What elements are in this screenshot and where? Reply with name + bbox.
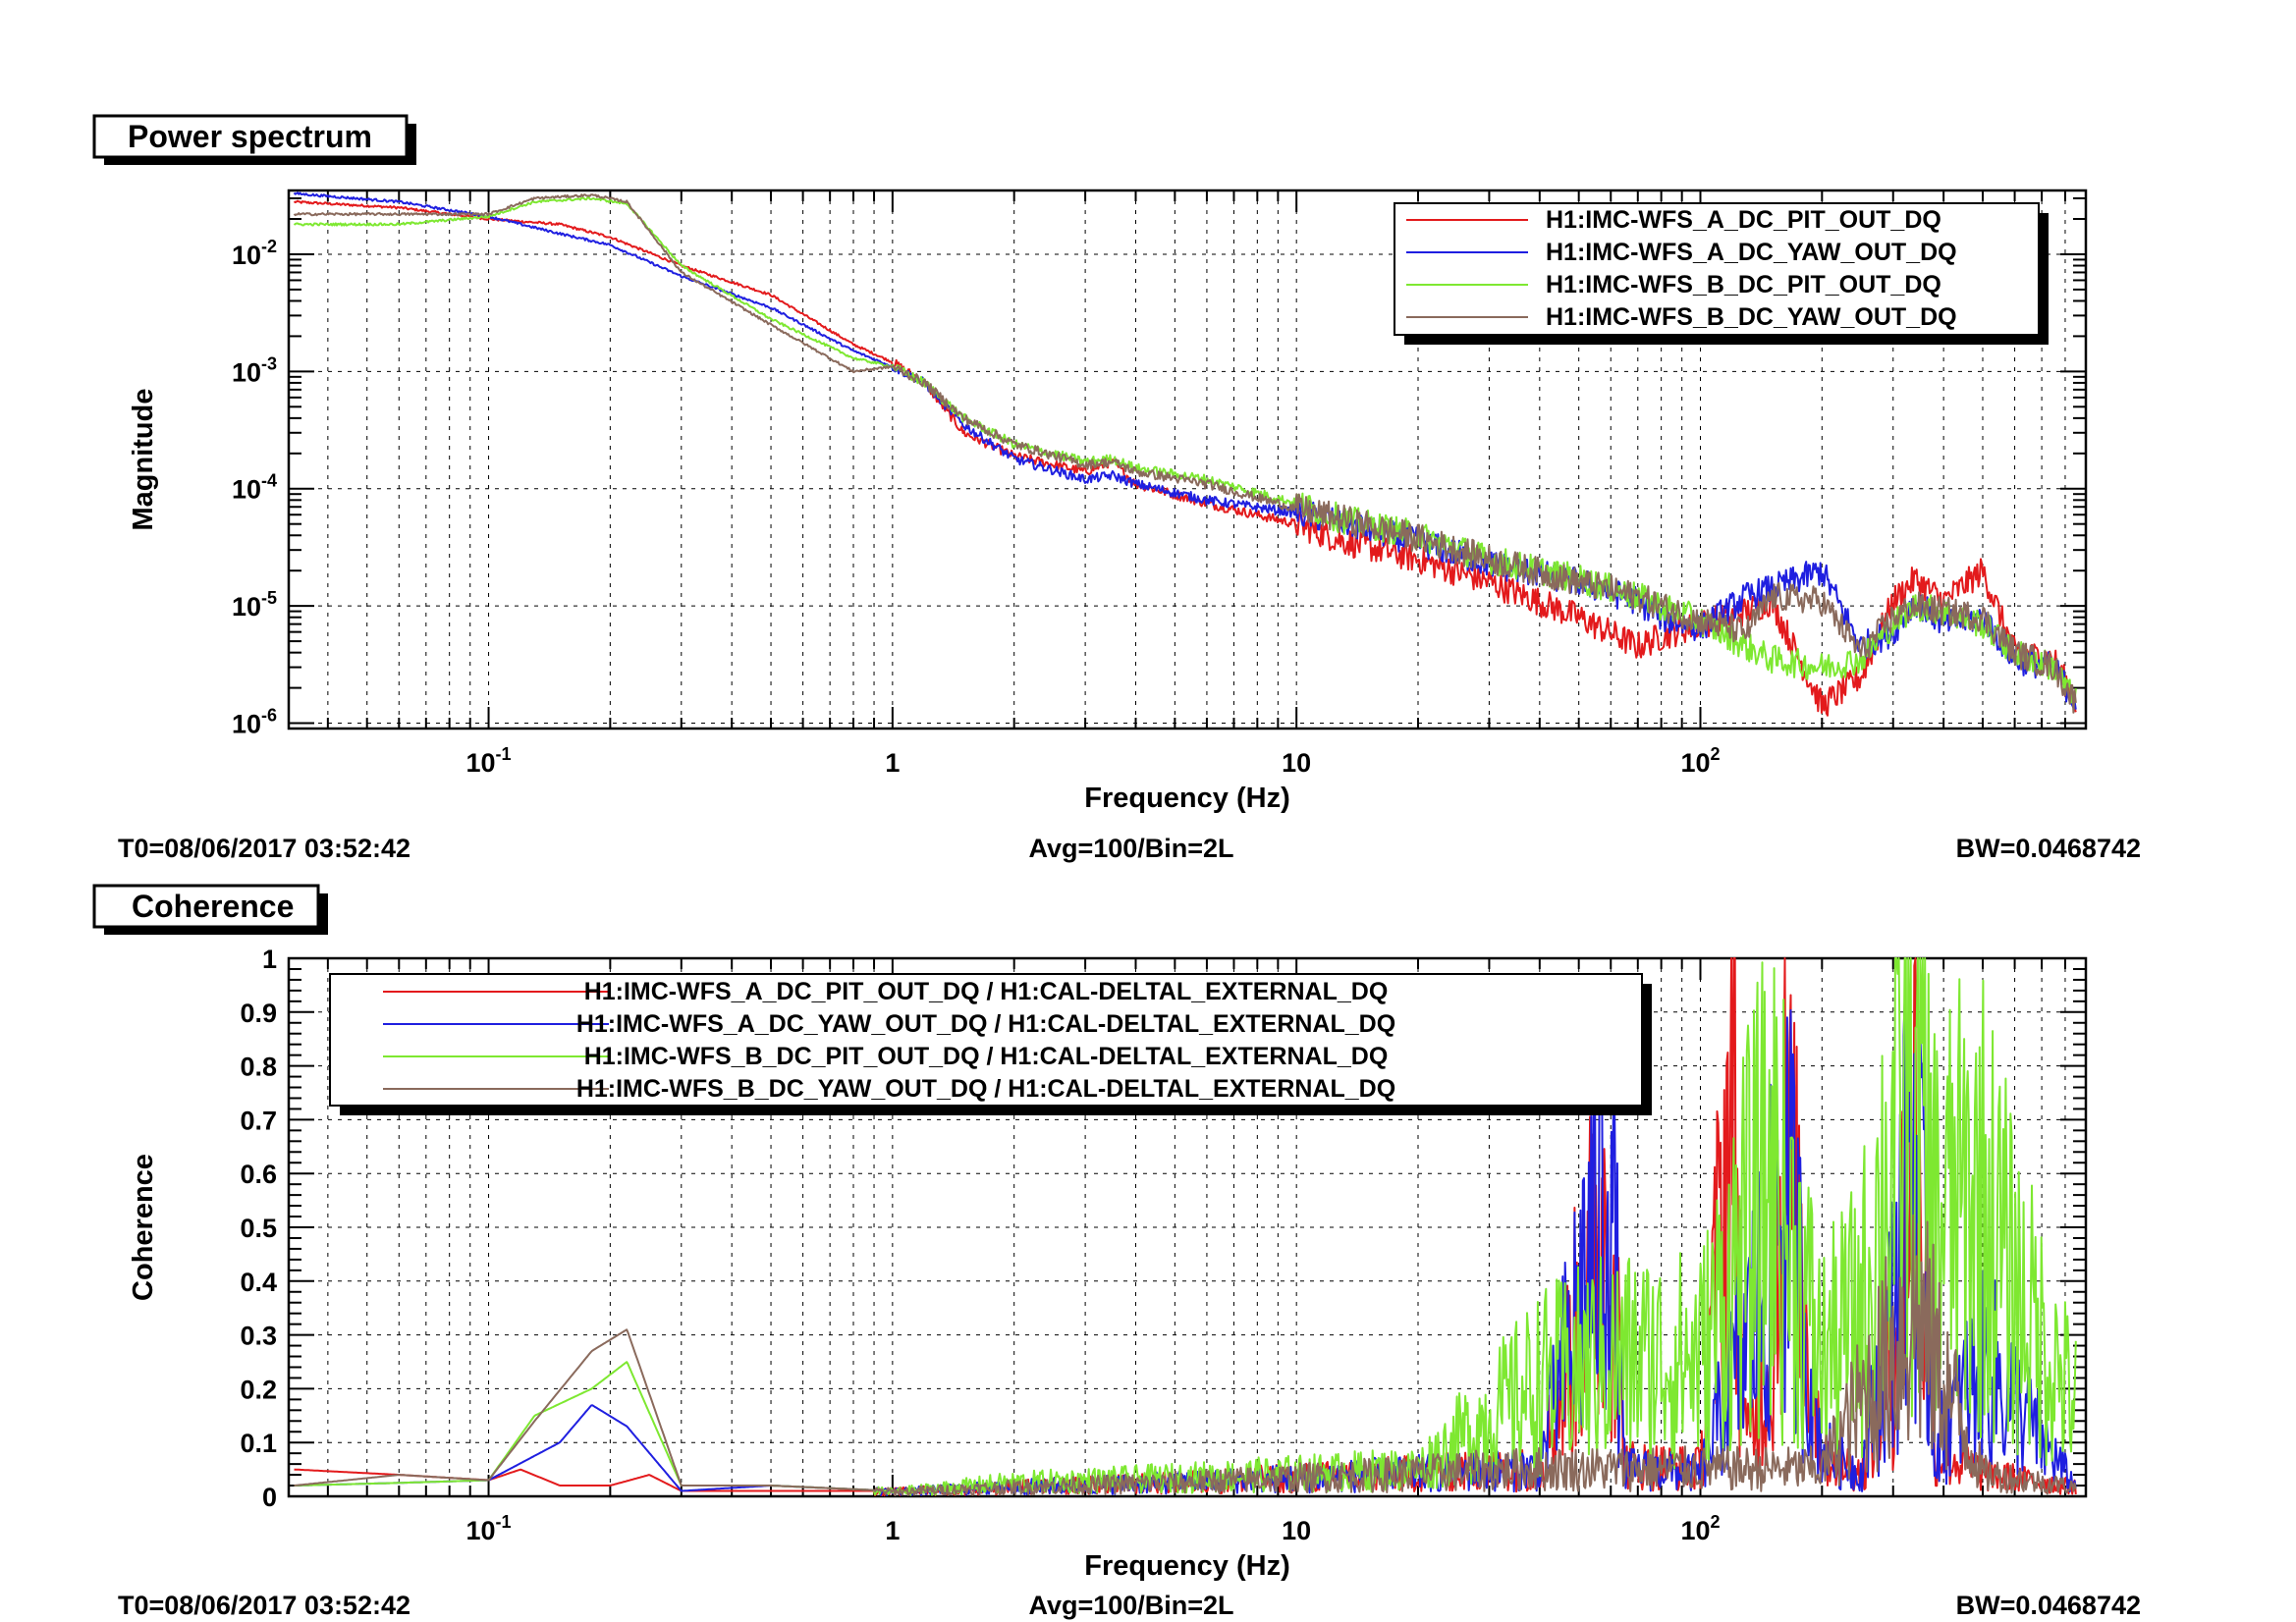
y-tick-label: 0.1 (240, 1429, 277, 1458)
y-tick-label: 0.2 (240, 1375, 277, 1404)
title-box: Coherence (94, 886, 328, 935)
y-tick-label: 0.7 (240, 1106, 277, 1135)
x-tick-label: 1 (885, 1516, 900, 1545)
title-box: Power spectrum (94, 116, 416, 165)
x-tick-label: 10 (1282, 748, 1311, 778)
y-tick-label: 0.8 (240, 1053, 277, 1082)
legend-label: H1:IMC-WFS_B_DC_YAW_OUT_DQ / H1:CAL-DELT… (576, 1075, 1395, 1103)
legend-label: H1:IMC-WFS_A_DC_PIT_OUT_DQ (1546, 206, 1941, 234)
tick-base: 10 (466, 1516, 496, 1545)
y-axis-label: Magnitude (128, 389, 159, 531)
legend-label: H1:IMC-WFS_B_DC_PIT_OUT_DQ / H1:CAL-DELT… (584, 1043, 1389, 1070)
footer-bw: BW=0.0468742 (1956, 1591, 2141, 1620)
x-tick-label: 10 (1282, 1516, 1311, 1545)
x-axis-label: Frequency (Hz) (1084, 783, 1289, 814)
tick-base: 10 (232, 357, 261, 387)
footer-bw: BW=0.0468742 (1956, 834, 2141, 863)
y-tick-label: 0.4 (240, 1268, 277, 1297)
panel-title: Coherence (132, 889, 294, 924)
tick-base: 10 (232, 475, 261, 505)
footer-avg: Avg=100/Bin=2L (1028, 1591, 1233, 1620)
y-tick-label: 0 (262, 1483, 277, 1512)
footer-t0: T0=08/06/2017 03:52:42 (118, 1591, 410, 1620)
figure: Power spectrum 10-1 1 10 102 10-210-310-410… (0, 0, 2296, 1622)
tick-exponent: -6 (261, 706, 277, 726)
tick-base: 10 (232, 241, 261, 270)
footer-avg: Avg=100/Bin=2L (1028, 834, 1233, 863)
legend: H1:IMC-WFS_A_DC_PIT_OUT_DQ H1:IMC-WFS_A_D… (1394, 203, 2049, 345)
tick-base: 10 (466, 748, 496, 778)
tick-exponent: -1 (496, 744, 512, 764)
tick-base: 10 (1282, 1516, 1311, 1545)
tick-exponent: -4 (261, 471, 277, 491)
tick-exponent: -3 (261, 353, 277, 373)
tick-base: 10 (1282, 748, 1311, 778)
y-tick-label: 1 (262, 945, 277, 974)
x-axis-label: Frequency (Hz) (1084, 1550, 1289, 1582)
tick-base: 1 (885, 748, 900, 778)
y-tick-label: 0.9 (240, 999, 277, 1028)
footer-t0: T0=08/06/2017 03:52:42 (118, 834, 410, 863)
tick-base: 1 (885, 1516, 900, 1545)
x-tick-label: 1 (885, 748, 900, 778)
legend-label: H1:IMC-WFS_A_DC_YAW_OUT_DQ (1546, 239, 1957, 266)
tick-exponent: -5 (261, 588, 277, 608)
legend: H1:IMC-WFS_A_DC_PIT_OUT_DQ / H1:CAL-DELT… (330, 974, 1652, 1115)
y-tick-label: 0.6 (240, 1160, 277, 1189)
legend-label: H1:IMC-WFS_B_DC_PIT_OUT_DQ (1546, 271, 1941, 298)
legend-label: H1:IMC-WFS_A_DC_PIT_OUT_DQ / H1:CAL-DELT… (584, 978, 1389, 1005)
y-axis-label: Coherence (128, 1154, 159, 1301)
tick-base: 10 (1680, 748, 1710, 778)
legend-label: H1:IMC-WFS_B_DC_YAW_OUT_DQ (1546, 303, 1957, 331)
tick-base: 10 (1680, 1516, 1710, 1545)
tick-base: 10 (232, 592, 261, 622)
y-tick-label: 0.5 (240, 1214, 277, 1243)
tick-exponent: 2 (1711, 1512, 1721, 1532)
tick-base: 10 (232, 710, 261, 739)
tick-exponent: 2 (1711, 744, 1721, 764)
y-tick-label: 0.3 (240, 1322, 277, 1351)
panel-title: Power spectrum (128, 119, 372, 154)
legend-label: H1:IMC-WFS_A_DC_YAW_OUT_DQ / H1:CAL-DELT… (576, 1010, 1395, 1038)
tick-exponent: -1 (496, 1512, 512, 1532)
tick-exponent: -2 (261, 237, 277, 256)
